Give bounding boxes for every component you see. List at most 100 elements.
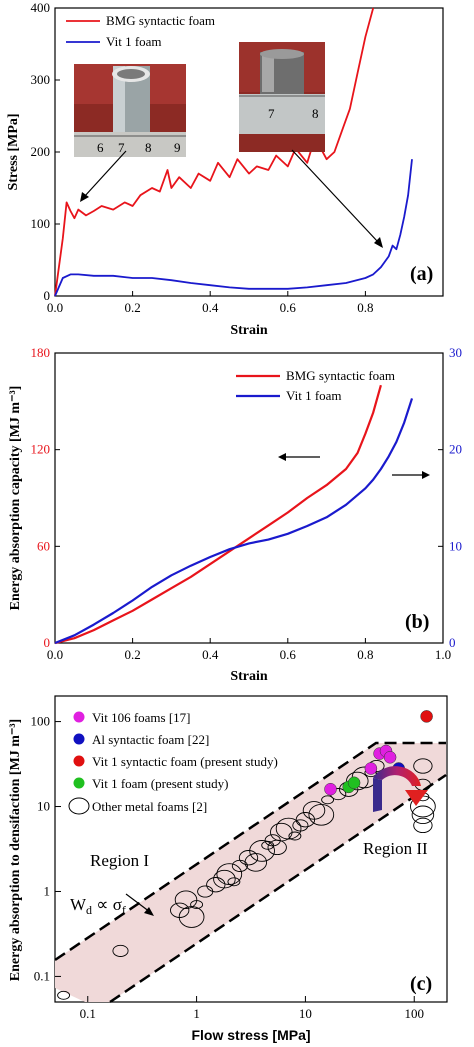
svg-text:8: 8 [145,140,152,155]
svg-text:8: 8 [312,106,319,121]
point-other-metal-foam [213,869,236,889]
point-other-metal-foam [295,812,316,828]
point-other-metal-foam [288,831,302,841]
y-tick-label-left: 60 [37,538,50,553]
y-tick-label: 100 [31,714,51,729]
series-line-vit1 [54,159,413,297]
legend-label-vit1: Vit 1 foam [286,388,342,403]
panel-b-legend: BMG syntactic foam Vit 1 foam [236,368,395,403]
panel-a-x-ticks: 0.0 0.2 0.4 0.6 0.8 [47,291,374,315]
panel-c-x-ticks: 0.1 1 10 100 [80,996,424,1021]
annotation-arrow [125,893,151,913]
point-other-metal-foam [261,840,275,850]
y-tick-label-right: 20 [449,442,462,457]
point-vit106-foam [383,751,397,764]
panel-b-frame [54,352,444,644]
panel-c-legend: Vit 106 foams [17] Al syntactic foam [22… [68,710,278,815]
panel-c-x-label: Flow stress [MPa] [191,1027,310,1043]
point-other-metal-foam [411,805,435,825]
point-other-metal-foam [244,853,268,872]
point-vit106-foam [364,762,378,775]
legend-label-al-syntactic: Al syntactic foam [22] [92,732,209,747]
panel-b-right-y-ticks: 0 10 20 30 [438,345,462,650]
point-other-metal-foam [190,900,204,910]
point-other-metal-foam [206,877,226,893]
x-tick-label: 0.2 [124,300,140,315]
arrow-head-icon [374,237,383,248]
legend-label-vit1-foam: Vit 1 foam (present study) [92,776,228,791]
point-other-metal-foam [174,890,198,909]
x-tick-label: 10 [299,1006,312,1021]
arrow-head-icon [144,907,154,916]
legend-label-vit1: Vit 1 foam [106,34,162,49]
y-tick-label-left: 0 [44,635,51,650]
region-band [55,743,446,1002]
arrow-head-icon [422,471,430,479]
x-tick-label: 1.0 [435,647,451,662]
point-other-metal-foam [292,819,309,832]
point-other-metal-foam [275,817,302,840]
panel-c-y-ticks: 0.1 1 10 100 [31,714,61,983]
arrow-to-vit1-curve [291,149,379,243]
y-tick-label-left: 120 [31,442,51,457]
y-tick-label-right: 0 [449,635,456,650]
panel-b-label: (b) [405,611,429,633]
y-tick-label-left: 180 [31,345,51,360]
point-other-metal-foam [238,850,259,866]
point-vit1-foam [347,776,361,790]
annotation-region-ii: Region II [363,839,428,858]
panel-b-x-label: Strain [230,669,268,684]
y-tick-label: 300 [31,72,51,87]
legend-label-bmg: BMG syntactic foam [286,368,395,383]
point-other-metal-foam [227,877,241,887]
x-tick-label: 0.6 [280,300,297,315]
y-tick-label: 0 [44,288,51,303]
point-other-metal-foam [346,771,369,791]
band-upper-bound [54,741,446,962]
x-tick-label: 0.4 [202,647,219,662]
panel-c-frame [54,695,448,1003]
x-tick-label: 1 [193,1006,200,1021]
point-other-metal-foam [170,902,190,918]
x-tick-label: 0.4 [202,300,219,315]
panel-c-label: (c) [410,973,432,995]
x-tick-label: 0.8 [357,647,373,662]
panel-b-y-label: Energy absorption capacity [MJ m⁻³] [8,386,23,611]
x-tick-label: 0.2 [124,647,140,662]
point-other-metal-foam [302,801,326,820]
panel-c-y-label: Energy absorption to densifaction [MJ m⁻… [8,719,23,981]
y-tick-label: 100 [31,216,51,231]
panel-a: 0 100 200 300 400 0.0 0.2 0.4 0.6 0.8 6 7 8 9 [6,0,444,338]
arrow-to-bmg-curve [83,150,127,198]
y-tick-label: 1 [44,883,51,898]
panel-a-y-ticks: 0 100 200 300 400 [31,0,60,303]
x-tick-label: 0.0 [47,300,63,315]
point-vit106-foam [324,782,337,796]
x-tick-label: 0.1 [80,1006,96,1021]
svg-text:7: 7 [268,106,275,121]
y-tick-label: 400 [31,0,51,15]
series-line-vit1 [54,398,414,645]
x-tick-label: 0.6 [280,647,297,662]
inset-photo-vit1-foam: 7 8 [239,42,325,152]
x-tick-label: 0.8 [357,300,373,315]
legend-label-vit106: Vit 106 foams [17] [92,710,191,725]
annotation-region-i: Region I [90,851,149,870]
series-line-bmg [54,384,382,645]
point-other-metal-foam [413,817,433,834]
point-other-metal-foam [308,803,335,826]
panel-a-label: (a) [410,263,433,285]
point-other-metal-foam [112,944,129,957]
panel-a-x-label: Strain [230,323,268,338]
panel-b-series [54,384,414,645]
panel-a-legend: BMG syntactic foam Vit 1 foam [66,13,215,49]
panel-b-left-y-ticks: 0 60 120 180 [31,345,60,650]
curved-arrow-icon [373,766,428,812]
panel-b: 0 60 120 180 0 10 20 30 0.0 0.2 0.4 0.6 0.8 1.0 BMG… [8,345,462,684]
inset-photo-bmg-foam: 6 7 8 9 [74,64,186,157]
point-vit1-syntactic-foam [420,710,433,723]
annotation-power-law: Wd ∝ σf [70,895,126,917]
panel-a-y-label: Stress [MPa] [6,113,21,190]
legend-label-other-foams: Other metal foams [2] [92,799,207,814]
